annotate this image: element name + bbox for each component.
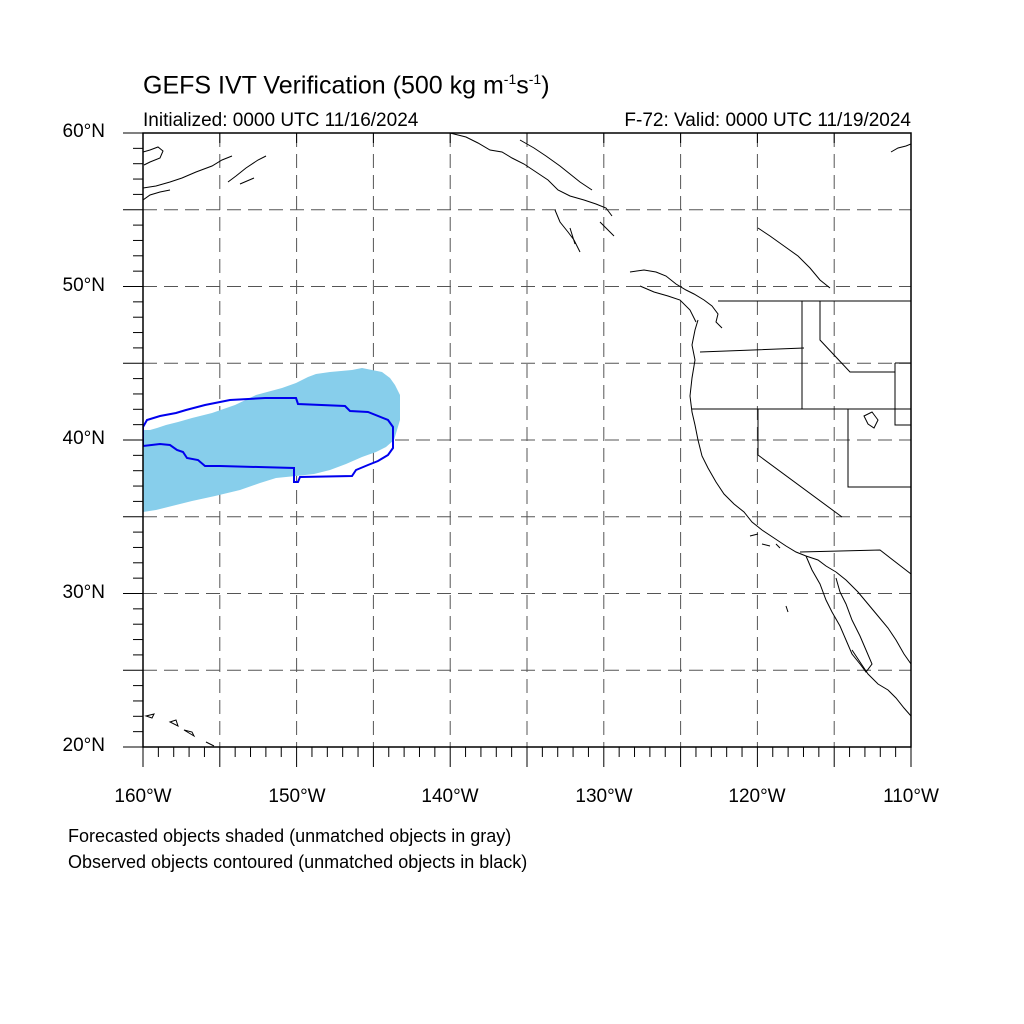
lon-label-120w: 120°W (728, 786, 786, 807)
lat-label-60n: 60°N (62, 121, 105, 142)
lon-label-130w: 130°W (575, 786, 633, 807)
valid-time-label: F-72: Valid: 0000 UTC 11/19/2024 (624, 110, 911, 131)
observed-object-contour (143, 397, 394, 483)
lon-label-140w: 140°W (421, 786, 479, 807)
map-frame (142, 132, 912, 748)
coastlines (143, 133, 911, 747)
chart-title: GEFS IVT Verification (500 kg m-1s-1) (143, 71, 550, 100)
legend-forecast-note: Forecasted objects shaded (unmatched obj… (68, 826, 512, 846)
lon-label-150w: 150°W (268, 786, 326, 807)
init-time-label: Initialized: 0000 UTC 11/16/2024 (143, 110, 419, 131)
legend-observed-note: Observed objects contoured (unmatched ob… (68, 852, 528, 872)
lon-label-110w: 110°W (883, 786, 939, 807)
lat-label-40n: 40°N (62, 428, 105, 449)
axis-ticks (123, 132, 912, 767)
forecast-object-shading (143, 368, 400, 512)
lon-label-160w: 160°W (114, 786, 172, 807)
lat-label-50n: 50°N (62, 275, 105, 296)
lat-label-20n: 20°N (62, 735, 105, 756)
lat-label-30n: 30°N (62, 582, 105, 603)
